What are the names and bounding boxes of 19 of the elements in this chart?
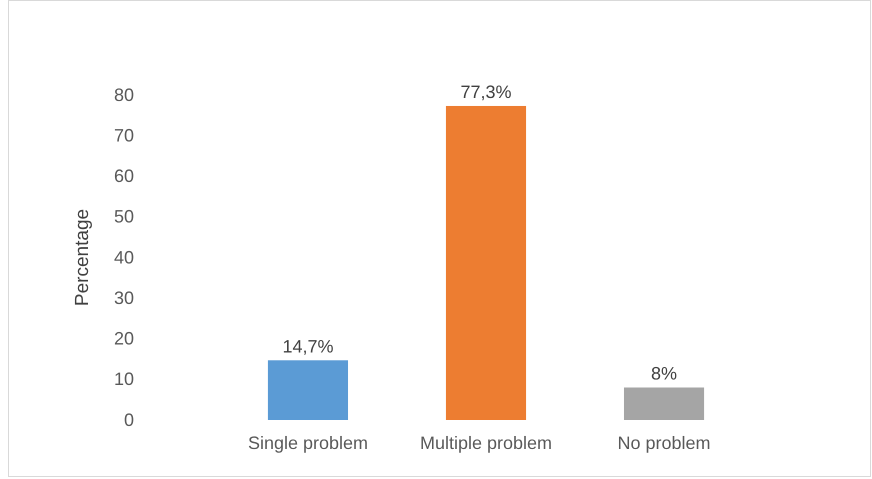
bar (624, 388, 704, 420)
data-label: 8% (651, 364, 678, 384)
y-tick-label: 60 (114, 166, 134, 186)
x-tick-label: Multiple problem (420, 432, 552, 453)
y-axis-title: Percentage (72, 208, 93, 306)
x-tick-label: Single problem (248, 432, 368, 453)
y-tick-label: 50 (114, 206, 134, 227)
y-tick-label: 70 (114, 125, 134, 146)
bar (446, 106, 526, 420)
y-tick-label: 10 (114, 369, 134, 390)
data-label: 77,3% (460, 82, 512, 102)
y-tick-label: 80 (114, 84, 134, 105)
y-tick-label: 0 (124, 410, 134, 430)
y-tick-label: 30 (114, 288, 134, 308)
x-tick-label: No problem (618, 432, 711, 453)
y-tick-label: 40 (114, 247, 134, 268)
bar (268, 360, 348, 420)
y-tick-label: 20 (114, 328, 134, 349)
data-label: 14,7% (282, 336, 334, 356)
